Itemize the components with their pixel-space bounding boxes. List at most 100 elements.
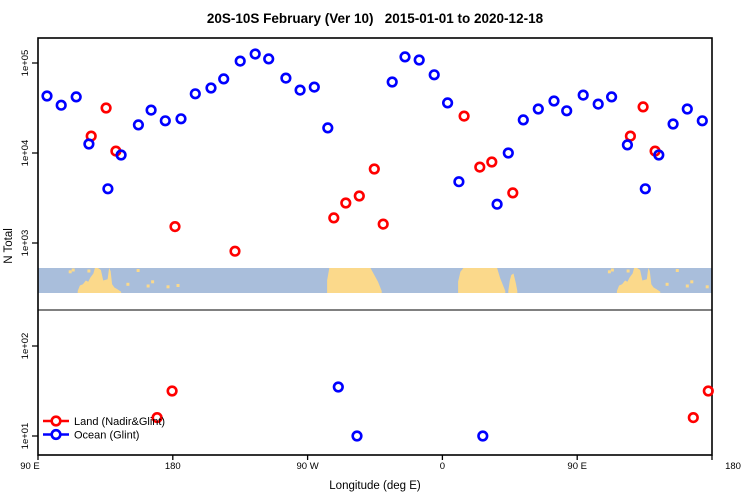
data-point-ocean <box>41 90 53 102</box>
data-point-ocean <box>332 381 344 393</box>
data-point-land <box>702 385 714 397</box>
y-tick-label: 1e+05 <box>20 50 31 77</box>
data-point-ocean <box>502 147 514 159</box>
map-island <box>665 282 669 286</box>
x-axis-ticks <box>37 455 713 460</box>
data-point-land <box>151 412 163 424</box>
data-point-land <box>340 197 352 209</box>
map-island <box>610 268 614 272</box>
data-point-ocean <box>561 105 573 117</box>
data-point-ocean <box>639 183 651 195</box>
map-island <box>151 280 155 284</box>
y-tick-label: 1e+02 <box>20 333 31 360</box>
map-island <box>136 269 140 272</box>
legend-item-ocean: Ocean (Glint) <box>43 428 139 442</box>
data-points-layer <box>41 48 714 442</box>
map-island <box>607 270 611 274</box>
data-point-ocean <box>83 138 95 150</box>
data-point-ocean <box>548 95 560 107</box>
y-tick-label: 1e+03 <box>20 230 31 257</box>
y-tick-label: 1e+01 <box>20 423 31 450</box>
map-strip-layer <box>38 268 712 311</box>
map-island <box>685 284 689 288</box>
data-point-ocean <box>605 91 618 103</box>
data-point-land <box>377 218 389 230</box>
data-point-ocean <box>70 91 82 103</box>
data-point-land <box>368 163 380 175</box>
data-point-ocean <box>351 430 363 442</box>
data-point-ocean <box>399 51 411 63</box>
data-point-land <box>169 221 181 233</box>
data-point-ocean <box>159 115 171 127</box>
data-point-ocean <box>667 118 679 130</box>
map-land-africa <box>458 268 506 293</box>
data-point-ocean <box>491 198 503 210</box>
data-point-ocean <box>294 84 306 96</box>
data-point-ocean <box>175 113 187 125</box>
data-point-ocean <box>428 69 440 81</box>
legend-item-land: Land (Nadir&Glint) <box>43 415 165 428</box>
map-island <box>166 285 170 289</box>
legend: Land (Nadir&Glint) Ocean (Glint) <box>43 415 165 442</box>
map-land-australia <box>77 268 122 293</box>
x-tick-label: 180 <box>725 461 741 472</box>
map-island <box>705 285 709 289</box>
data-point-ocean <box>453 176 465 188</box>
x-tick-label: 0 <box>440 461 445 472</box>
map-island <box>71 268 75 272</box>
data-point-ocean <box>517 114 529 126</box>
data-point-ocean <box>145 104 157 116</box>
map-island <box>87 269 91 273</box>
y-axis-title: N Total <box>3 228 15 264</box>
y-tick-label: 1e+04 <box>20 140 31 167</box>
data-point-ocean <box>263 53 275 65</box>
data-point-ocean <box>249 48 261 60</box>
plot-border <box>37 37 713 456</box>
data-point-ocean <box>132 119 144 131</box>
map-land-australia <box>616 268 661 293</box>
x-tick-label: 90 E <box>567 461 587 472</box>
map-island <box>126 282 130 286</box>
data-point-ocean <box>55 99 67 111</box>
x-tick-label: 90 E <box>20 461 40 472</box>
y-axis-ticks <box>32 62 38 437</box>
data-point-land <box>328 212 340 224</box>
data-point-land <box>486 156 498 168</box>
data-point-ocean <box>442 97 454 109</box>
legend-marker-ocean <box>50 428 62 441</box>
map-land-south-america <box>327 268 382 293</box>
map-island <box>176 284 180 287</box>
data-point-ocean <box>205 82 217 94</box>
data-point-land <box>507 187 519 199</box>
data-point-ocean <box>322 122 334 134</box>
x-tick-label: 180 <box>165 461 181 472</box>
data-point-ocean <box>696 115 708 127</box>
map-island <box>146 284 150 288</box>
data-point-ocean <box>386 76 398 88</box>
data-point-land <box>229 245 241 257</box>
data-point-land <box>687 412 699 424</box>
data-point-ocean <box>653 149 665 161</box>
data-point-ocean <box>413 54 425 66</box>
legend-label-ocean: Ocean (Glint) <box>74 430 139 442</box>
map-island <box>675 269 679 272</box>
data-point-ocean <box>115 149 127 161</box>
map-island <box>690 280 694 284</box>
data-point-land <box>637 101 649 113</box>
data-point-ocean <box>592 98 604 110</box>
chart-title: 20S-10S February (Ver 10) 2015-01-01 to … <box>206 11 544 26</box>
data-point-ocean <box>102 183 114 195</box>
data-point-land <box>166 385 178 397</box>
data-point-land <box>458 110 470 122</box>
data-point-ocean <box>189 88 201 100</box>
legend-marker-land <box>50 415 62 427</box>
map-land-madagascar <box>508 273 518 293</box>
data-point-ocean <box>681 103 693 115</box>
data-point-ocean <box>308 81 320 93</box>
data-point-ocean <box>532 103 544 115</box>
map-island <box>68 270 72 274</box>
data-point-land <box>474 161 486 173</box>
map-island <box>626 269 630 273</box>
